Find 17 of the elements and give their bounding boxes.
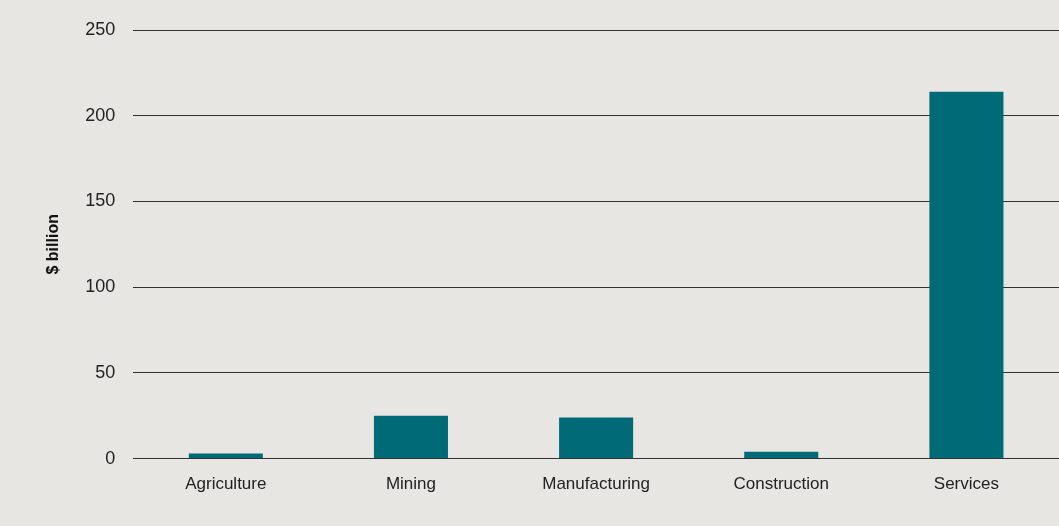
- bar: [559, 417, 634, 459]
- y-tick-label: 0: [105, 447, 116, 468]
- y-tick-label: 250: [85, 18, 116, 39]
- bar: [188, 453, 263, 459]
- y-tick-label: 50: [95, 361, 116, 382]
- y-tick-label: 150: [85, 190, 116, 211]
- bar: [929, 91, 1004, 459]
- x-tick-label: Manufacturing: [542, 474, 650, 494]
- y-tick-label: 200: [85, 104, 116, 125]
- x-tick-label: Agriculture: [185, 474, 267, 494]
- bar: [373, 415, 448, 459]
- x-tick-label: Services: [933, 474, 1000, 494]
- x-tick-label: Mining: [385, 474, 437, 494]
- x-tick-label: Construction: [733, 474, 829, 494]
- y-axis-title: $ billion: [44, 214, 62, 275]
- y-tick-label: 100: [85, 276, 116, 297]
- bar: [744, 451, 819, 459]
